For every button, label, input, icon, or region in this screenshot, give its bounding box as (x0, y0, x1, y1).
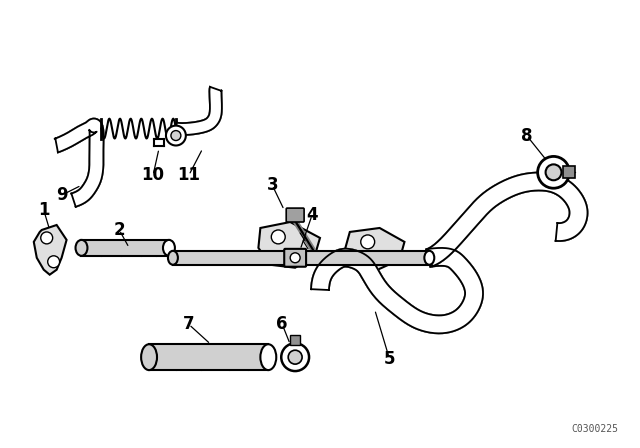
Circle shape (171, 130, 181, 141)
Circle shape (361, 235, 374, 249)
Polygon shape (175, 87, 222, 135)
Polygon shape (34, 225, 67, 275)
Circle shape (281, 343, 309, 371)
Polygon shape (259, 222, 320, 268)
Text: 11: 11 (177, 166, 200, 184)
Ellipse shape (141, 344, 157, 370)
Bar (81, 240, 169, 256)
Ellipse shape (76, 240, 88, 256)
Text: 8: 8 (521, 126, 532, 145)
Circle shape (166, 125, 186, 146)
Circle shape (271, 230, 285, 244)
Polygon shape (54, 119, 104, 207)
Text: 1: 1 (38, 201, 49, 219)
Bar (149, 344, 268, 370)
Text: 3: 3 (266, 176, 278, 194)
Bar (563, 166, 575, 178)
Polygon shape (426, 172, 588, 266)
Circle shape (288, 350, 302, 364)
Polygon shape (345, 228, 404, 270)
Ellipse shape (424, 251, 435, 265)
Text: 6: 6 (276, 315, 288, 333)
FancyBboxPatch shape (284, 249, 306, 267)
Ellipse shape (168, 251, 178, 265)
Ellipse shape (163, 240, 175, 256)
Text: 5: 5 (384, 350, 396, 368)
Bar (173, 251, 429, 265)
FancyBboxPatch shape (286, 208, 304, 222)
Text: 7: 7 (183, 315, 195, 333)
Text: C0300225: C0300225 (571, 424, 618, 434)
Circle shape (538, 156, 570, 188)
Circle shape (290, 253, 300, 263)
Circle shape (545, 164, 561, 180)
Circle shape (48, 256, 60, 268)
Ellipse shape (260, 344, 276, 370)
Text: 9: 9 (56, 186, 67, 204)
Polygon shape (311, 248, 483, 333)
Circle shape (41, 232, 52, 244)
Text: 4: 4 (306, 206, 318, 224)
Text: 10: 10 (141, 166, 164, 184)
Text: 2: 2 (113, 221, 125, 239)
Bar (290, 335, 300, 345)
